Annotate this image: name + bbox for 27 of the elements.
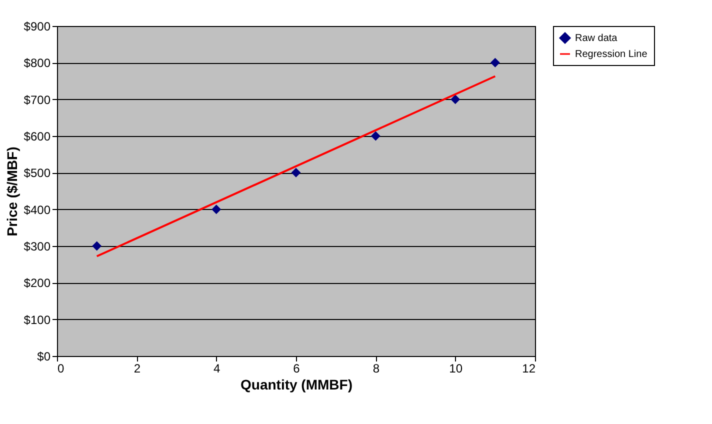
x-tick-label: 2	[134, 362, 141, 376]
y-tick-label: $600	[24, 130, 51, 144]
point	[490, 58, 500, 68]
point	[212, 204, 222, 214]
point	[92, 241, 102, 251]
y-tick-label: $200	[24, 276, 51, 290]
x-tick-label: 10	[449, 362, 463, 376]
point	[370, 131, 380, 141]
x-tick-label: 6	[293, 362, 300, 376]
point	[450, 94, 460, 104]
y-tick-label: $100	[24, 312, 51, 327]
y-tick-label: $700	[24, 92, 51, 107]
y-axis-title: Price ($/MBF)	[4, 146, 20, 236]
x-tick-label: 0	[58, 362, 64, 376]
x-axis-title: Quantity (MMBF)	[240, 376, 352, 392]
legend-label: Regression Line	[575, 49, 648, 60]
y-tick-label: $900	[24, 20, 51, 34]
y-tick-label: $800	[24, 56, 51, 70]
y-tick-label: $0	[37, 350, 51, 364]
point	[291, 168, 301, 178]
y-tick-label: $400	[24, 202, 51, 217]
x-tick-label: 8	[372, 362, 380, 376]
x-tick-label: 4	[213, 362, 220, 376]
y-tick-label: $300	[24, 240, 51, 254]
legend-label: Raw data	[575, 33, 618, 44]
y-tick-label: $500	[24, 166, 51, 180]
x-tick-label: 12	[522, 362, 536, 376]
